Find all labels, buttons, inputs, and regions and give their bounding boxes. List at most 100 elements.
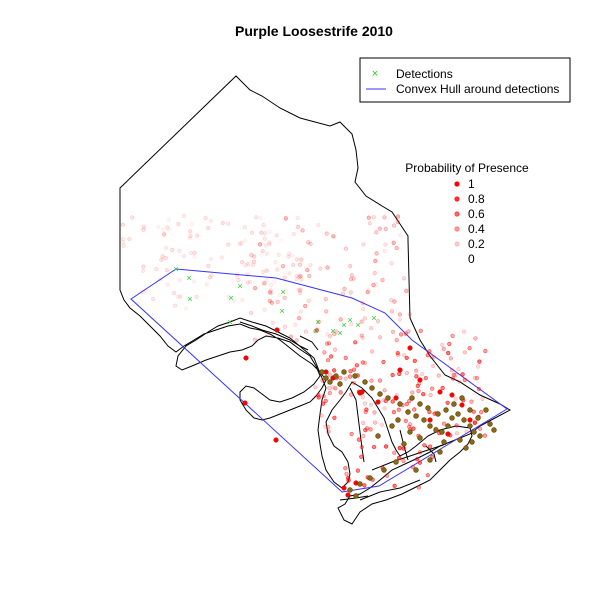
probability-point xyxy=(460,372,465,377)
probability-point xyxy=(305,268,310,273)
probability-legend-label: 0.8 xyxy=(468,192,485,206)
probability-point xyxy=(453,396,458,401)
probability-point xyxy=(127,236,132,242)
probability-point xyxy=(440,342,445,348)
probability-point xyxy=(258,242,263,247)
probability-point xyxy=(415,383,420,389)
probability-point xyxy=(326,358,331,363)
probability-point xyxy=(328,334,333,339)
probability-point xyxy=(359,319,364,324)
probability-point xyxy=(389,261,394,266)
probability-point xyxy=(390,372,395,378)
probability-point xyxy=(395,351,400,356)
probability-point xyxy=(343,376,348,381)
observed-point xyxy=(341,369,347,375)
probability-point xyxy=(395,220,401,225)
probability-point xyxy=(449,368,455,373)
probability-point xyxy=(478,426,483,431)
probability-point xyxy=(352,367,357,372)
probability-point xyxy=(321,394,326,399)
probability-legend-item: 0.2 xyxy=(454,237,485,251)
probability-point xyxy=(346,478,351,483)
probability-point xyxy=(362,316,367,321)
observed-point xyxy=(427,457,433,463)
probability-point xyxy=(242,225,247,230)
probability-point xyxy=(476,386,482,392)
observed-point xyxy=(352,373,358,379)
probability-point xyxy=(262,281,267,286)
probability-point xyxy=(294,277,299,282)
probability-point xyxy=(141,268,146,273)
probability-point xyxy=(314,328,320,333)
probability-point xyxy=(398,233,403,238)
probability-point xyxy=(253,286,258,291)
probability-point xyxy=(164,245,169,250)
probability-point xyxy=(343,466,348,471)
observed-point xyxy=(467,423,473,429)
detection-marker: × xyxy=(330,326,335,336)
probability-point xyxy=(414,374,419,379)
probability-point xyxy=(250,230,255,235)
probability-point xyxy=(295,216,300,221)
probability-point xyxy=(154,267,159,272)
probability-point xyxy=(392,483,397,488)
detection-marker: × xyxy=(315,317,320,327)
probability-point xyxy=(432,355,437,360)
probability-point xyxy=(283,270,288,276)
probability-legend-item: 0.6 xyxy=(454,207,485,221)
probability-point xyxy=(262,307,267,312)
probability-point xyxy=(472,420,478,426)
probability-point xyxy=(397,312,403,317)
probability-point xyxy=(327,391,332,396)
probability-point xyxy=(327,372,332,377)
probability-point xyxy=(268,288,273,293)
probability-point xyxy=(428,444,433,449)
probability-point xyxy=(141,227,146,232)
probability-point xyxy=(456,367,461,372)
observed-point xyxy=(397,401,403,407)
probability-point xyxy=(420,371,425,377)
probability-point xyxy=(404,402,409,407)
probability-point xyxy=(451,372,456,377)
detection-marker-icon: × xyxy=(372,68,378,80)
detection-marker: × xyxy=(341,320,346,330)
probability-point xyxy=(140,289,145,295)
probability-point xyxy=(291,232,296,237)
probability-legend-label: 0.2 xyxy=(468,237,485,251)
probability-point xyxy=(332,347,338,352)
probability-point xyxy=(365,290,370,295)
detection-marker: × xyxy=(279,306,284,316)
probability-point xyxy=(359,333,364,338)
probability-point xyxy=(306,240,311,245)
probability-point xyxy=(316,395,321,400)
observed-point xyxy=(417,401,423,407)
legend-box xyxy=(359,57,571,103)
observed-point xyxy=(443,407,449,413)
observed-point xyxy=(375,433,381,439)
probability-point xyxy=(252,337,258,342)
high-probability-point xyxy=(243,355,249,361)
probability-legend-label: 0.4 xyxy=(468,222,485,236)
probability-point xyxy=(404,288,409,294)
probability-point xyxy=(379,422,385,427)
probability-point xyxy=(457,379,462,384)
probability-point xyxy=(194,294,199,299)
observed-point xyxy=(413,413,419,419)
probability-point xyxy=(267,242,272,247)
probability-point xyxy=(151,296,156,302)
probability-point xyxy=(392,450,397,455)
probability-point xyxy=(275,267,280,272)
probability-point xyxy=(445,400,450,405)
observed-point xyxy=(395,417,401,423)
probability-point xyxy=(164,268,169,273)
probability-point xyxy=(178,294,183,299)
probability-legend-dot xyxy=(454,181,460,187)
probability-point xyxy=(383,226,388,231)
high-probability-point xyxy=(459,402,465,408)
probability-point xyxy=(374,282,379,287)
probability-point xyxy=(293,322,298,327)
probability-point xyxy=(399,332,404,337)
probability-point xyxy=(268,283,274,288)
probability-point xyxy=(219,255,224,260)
probability-point xyxy=(321,401,326,406)
